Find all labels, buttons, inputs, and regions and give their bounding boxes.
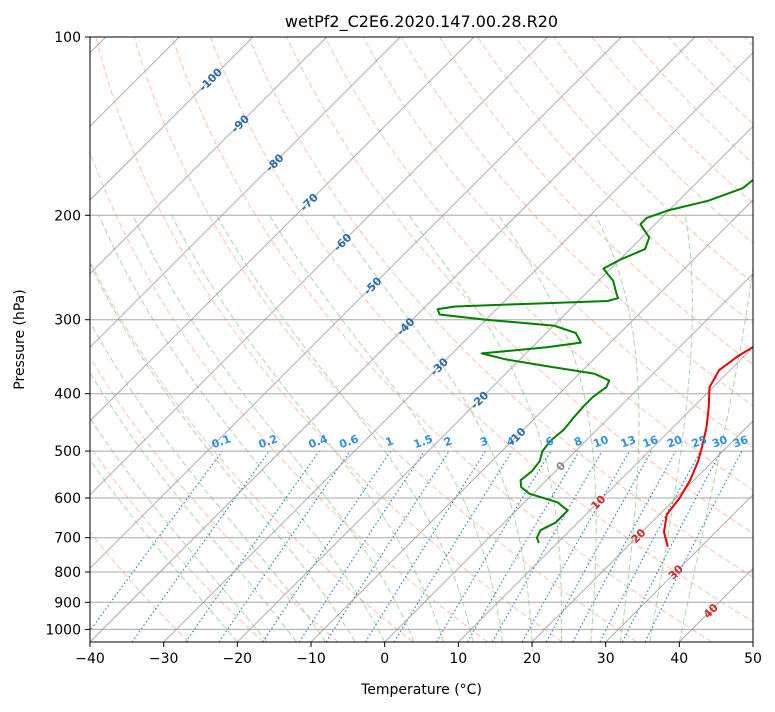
x-axis-label: Temperature (°C): [360, 682, 482, 698]
x-tick-label: 10: [449, 651, 467, 667]
y-tick-label: 600: [54, 491, 81, 507]
x-tick-label: −40: [75, 651, 105, 667]
y-tick-label: 300: [54, 313, 81, 329]
y-tick-label: 200: [54, 208, 81, 224]
y-tick-label: 400: [54, 387, 81, 403]
y-tick-label: 100: [54, 30, 81, 46]
x-tick-label: 50: [744, 651, 762, 667]
y-tick-label: 800: [54, 565, 81, 581]
y-tick-label: 700: [54, 531, 81, 547]
y-tick-label: 500: [54, 444, 81, 460]
y-tick-label: 900: [54, 595, 81, 611]
x-tick-label: −20: [223, 651, 253, 667]
x-tick-label: 20: [523, 651, 541, 667]
x-tick-label: 40: [670, 651, 688, 667]
x-tick-label: 0: [380, 651, 389, 667]
x-tick-label: 30: [597, 651, 615, 667]
x-tick-label: −10: [296, 651, 326, 667]
y-axis-label: Pressure (hPa): [12, 289, 28, 389]
chart-title: wetPf2_C2E6.2020.147.00.28.R20: [285, 12, 558, 32]
y-tick-label: 1000: [45, 622, 81, 638]
x-tick-label: −30: [149, 651, 179, 667]
